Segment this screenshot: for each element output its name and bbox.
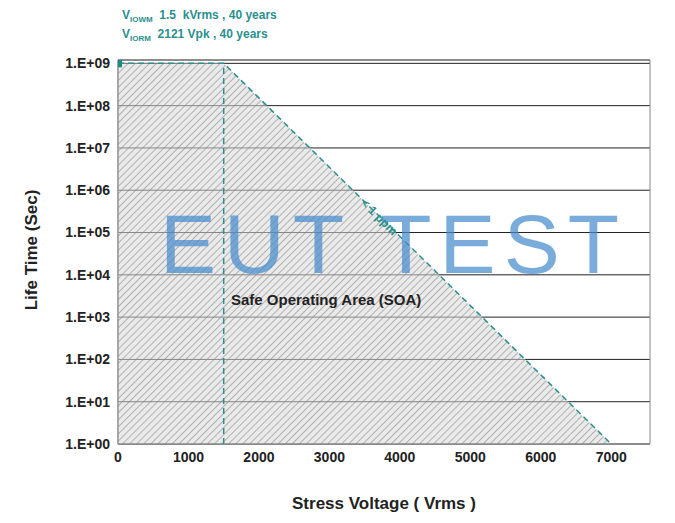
svg-text:7000: 7000	[596, 449, 627, 465]
svg-text:3000: 3000	[314, 449, 345, 465]
html-text:Safe Operating Area (SOA): Safe Operating Area (SOA)	[231, 291, 422, 308]
svg-text:2000: 2000	[243, 449, 274, 465]
html-text:VIOWM1.5 kVrms , 40 years: VIOWM1.5 kVrms , 40 years	[122, 8, 277, 25]
svg-text:1.E+01: 1.E+01	[65, 394, 110, 410]
svg-text:4000: 4000	[384, 449, 415, 465]
svg-text:1000: 1000	[173, 449, 204, 465]
html-text:VIORM2121 Vpk , 40 years: VIORM2121 Vpk , 40 years	[122, 27, 268, 44]
svg-text:1.E+09: 1.E+09	[65, 55, 110, 71]
html-text:Stress Voltage ( Vrms ): Stress Voltage ( Vrms )	[292, 494, 476, 513]
svg-text:1.E+07: 1.E+07	[65, 140, 110, 156]
html-text:Life Time (Sec): Life Time (Sec)	[22, 189, 41, 311]
svg-text:0: 0	[114, 449, 122, 465]
html-text:< 1 ppm: < 1 ppm	[358, 196, 401, 239]
svg-text:1.E+00: 1.E+00	[65, 436, 110, 452]
svg-text:6000: 6000	[525, 449, 556, 465]
svg-text:1.E+06: 1.E+06	[65, 182, 110, 198]
svg-text:1.E+04: 1.E+04	[65, 267, 110, 283]
svg-text:1.E+02: 1.E+02	[65, 351, 110, 367]
svg-text:1.E+08: 1.E+08	[65, 98, 110, 114]
html-text:EUT TEST: EUT TEST	[160, 197, 627, 291]
svg-text:1.E+05: 1.E+05	[65, 224, 110, 240]
svg-text:1.E+03: 1.E+03	[65, 309, 110, 325]
svg-text:5000: 5000	[455, 449, 486, 465]
